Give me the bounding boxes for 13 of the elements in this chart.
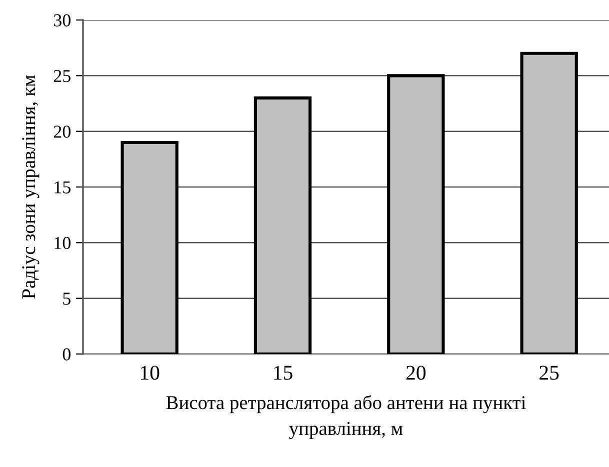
- y-axis-title: Радіус зони управління, км: [22, 75, 40, 299]
- x-tick-label: 10: [141, 366, 160, 380]
- y-tick-label: 5: [63, 292, 70, 305]
- x-tick-label: 15: [274, 366, 292, 380]
- y-tick-label: 0: [62, 348, 71, 360]
- y-tick-label: 25: [54, 70, 70, 82]
- x-axis-title: Висота ретранслятора або антени на пункті управління, м: [166, 395, 526, 440]
- y-tick-label: 15: [54, 181, 70, 194]
- y-tick-label: 10: [54, 236, 71, 250]
- y-tick-label: 30: [54, 14, 71, 26]
- x-tick-label: 25: [540, 366, 559, 380]
- x-tick-label: 20: [406, 366, 426, 380]
- y-tick-label: 20: [54, 126, 71, 138]
